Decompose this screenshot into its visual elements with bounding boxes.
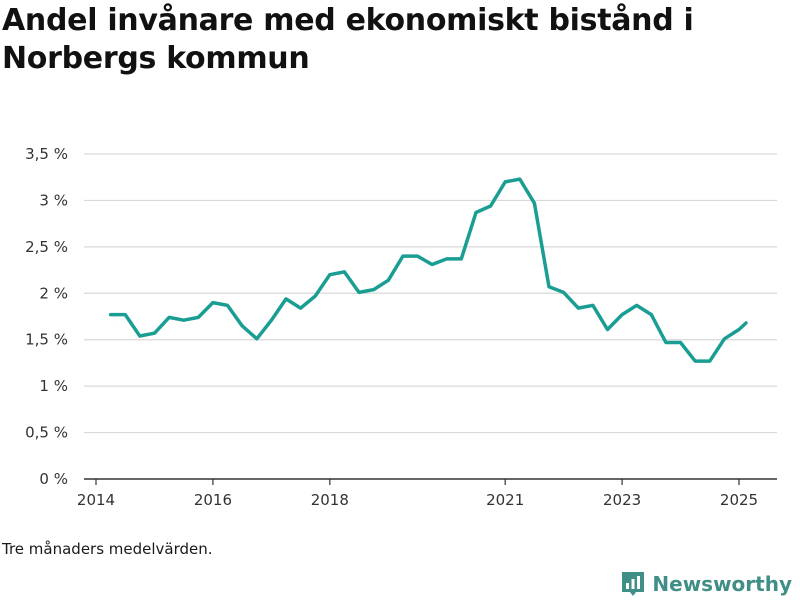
- x-tick-label: 2023: [603, 491, 641, 509]
- chart-note: Tre månaders medelvärden.: [2, 540, 213, 558]
- series-line: [108, 177, 748, 363]
- y-tick-label: 0 %: [39, 470, 68, 488]
- newsworthy-logo-icon: [622, 572, 645, 596]
- series-layer: [108, 177, 748, 363]
- brand: Newsworthy: [620, 568, 792, 600]
- grid-lines: [84, 153, 777, 434]
- y-tick-label: 2,5 %: [25, 238, 68, 256]
- page-title: Andel invånare med ekonomiskt bistånd i …: [2, 3, 694, 76]
- x-tick-label: 2025: [720, 491, 758, 509]
- y-tick-label: 1,5 %: [25, 331, 68, 349]
- y-axis-tick-labels: 0 % 0,5 % 1 % 1,5 % 2 % 2,5 % 3 % 3,5 %: [25, 145, 68, 488]
- x-tick-label: 2018: [311, 491, 349, 509]
- x-tick-label: 2016: [194, 491, 232, 509]
- brand-name: Newsworthy: [652, 572, 792, 596]
- x-tick-label: 2021: [486, 491, 524, 509]
- y-tick-label: 0,5 %: [25, 424, 68, 442]
- y-tick-label: 3,5 %: [25, 145, 68, 163]
- x-axis: 2014 2016 2018 2021 2023 2025: [77, 478, 777, 509]
- y-tick-label: 2 %: [39, 284, 68, 302]
- x-tick-label: 2014: [77, 491, 115, 509]
- y-tick-label: 3 %: [39, 191, 68, 209]
- y-tick-label: 1 %: [39, 377, 68, 395]
